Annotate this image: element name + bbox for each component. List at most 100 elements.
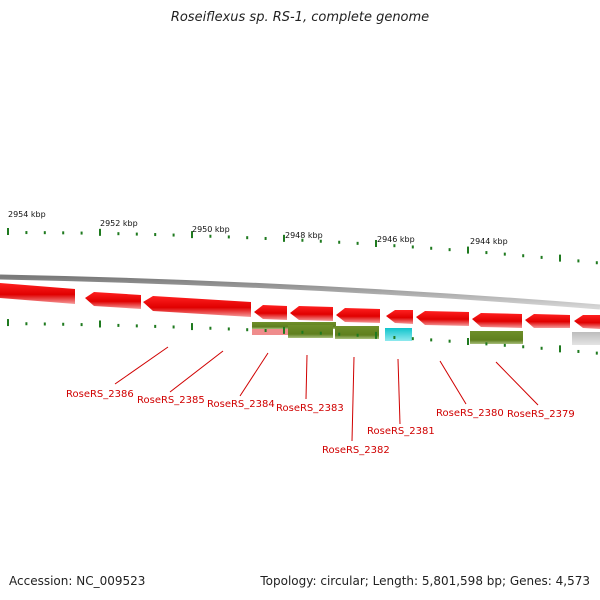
accession-text: Accession: NC_009523 [9, 574, 146, 588]
cds-feature[interactable] [472, 313, 522, 328]
cds-feature[interactable] [525, 314, 570, 328]
major-tick [467, 338, 469, 346]
kbp-label: 2952 kbp [100, 219, 138, 228]
major-tick [559, 345, 561, 353]
major-tick [191, 231, 193, 239]
minor-tick [485, 251, 488, 255]
minor-tick [485, 342, 488, 346]
gene-label[interactable]: RoseRS_2385 [137, 395, 205, 406]
leader-line [239, 352, 269, 397]
minor-tick [503, 343, 506, 347]
kbp-label: 2946 kbp [377, 235, 415, 244]
minor-tick [540, 346, 543, 350]
gene-label[interactable]: RoseRS_2379 [507, 409, 575, 420]
major-tick [191, 323, 193, 331]
olive-feature[interactable] [470, 331, 523, 344]
minor-tick [80, 323, 83, 327]
minor-tick [154, 233, 157, 237]
cds-track [0, 283, 600, 329]
map-title: Roseiflexus sp. RS-1, complete genome [170, 10, 430, 25]
minor-tick [393, 244, 396, 248]
minor-tick [338, 332, 341, 336]
minor-tick [577, 349, 580, 353]
cds-feature[interactable] [574, 315, 600, 329]
major-tick [467, 246, 469, 254]
kbp-label: 2944 kbp [470, 237, 508, 246]
minor-tick [62, 231, 65, 235]
cds-feature[interactable] [386, 310, 413, 324]
leader-line [169, 350, 224, 393]
leader-line [439, 360, 467, 405]
minor-tick [172, 325, 175, 329]
minor-tick [430, 246, 433, 250]
cds-feature[interactable] [85, 292, 141, 309]
minor-tick [448, 339, 451, 343]
minor-tick [117, 232, 120, 236]
minor-tick [135, 232, 138, 236]
inner-ticks [7, 319, 598, 355]
minor-tick [62, 322, 65, 326]
genome-backbone [0, 274, 600, 310]
gene-label[interactable]: RoseRS_2384 [207, 399, 275, 410]
cds-feature[interactable] [336, 308, 380, 323]
cds-feature[interactable] [254, 305, 287, 320]
minor-tick [319, 239, 322, 243]
minor-tick [80, 231, 83, 235]
minor-tick [301, 330, 304, 334]
minor-tick [209, 326, 212, 330]
minor-tick [43, 322, 46, 326]
kbp-label: 2954 kbp [8, 210, 46, 219]
minor-tick [522, 254, 525, 258]
minor-tick [540, 255, 543, 259]
pink-feature[interactable] [252, 328, 288, 335]
major-tick [375, 331, 377, 339]
leader-line [495, 361, 539, 406]
kbp-labels: 2954 kbp 2952 kbp 2950 kbp 2948 kbp 2946… [8, 210, 508, 246]
major-tick [283, 326, 285, 334]
genome-summary-text: Topology: circular; Length: 5,801,598 bp… [260, 574, 590, 588]
minor-tick [227, 235, 230, 239]
gene-label[interactable]: RoseRS_2382 [322, 445, 390, 456]
cds-feature[interactable] [0, 283, 75, 304]
minor-tick [356, 241, 359, 245]
minor-tick [117, 323, 120, 327]
minor-tick [264, 236, 267, 240]
minor-tick [595, 351, 598, 355]
major-tick [283, 234, 285, 242]
olive-feature[interactable] [335, 326, 379, 339]
minor-tick [209, 234, 212, 238]
minor-tick [503, 252, 506, 256]
leader-line [305, 354, 308, 400]
gene-label[interactable]: RoseRS_2383 [276, 403, 344, 414]
minor-tick [522, 345, 525, 349]
outer-ticks [7, 228, 598, 265]
minor-tick [172, 233, 175, 237]
gene-label[interactable]: RoseRS_2386 [66, 389, 134, 400]
minor-tick [393, 335, 396, 339]
minor-tick [301, 238, 304, 242]
minor-tick [246, 328, 249, 332]
cyan-feature[interactable] [385, 328, 412, 341]
cds-feature[interactable] [416, 311, 469, 326]
cds-feature[interactable] [290, 306, 333, 321]
gene-label[interactable]: RoseRS_2380 [436, 408, 504, 419]
grey-feature[interactable] [572, 332, 600, 345]
major-tick [7, 228, 9, 236]
olive-feature[interactable] [288, 325, 333, 338]
minor-tick [264, 329, 267, 333]
minor-tick [25, 231, 28, 235]
minor-tick [246, 236, 249, 240]
minor-tick [319, 331, 322, 335]
kbp-label: 2950 kbp [192, 225, 230, 234]
cds-feature[interactable] [143, 296, 251, 317]
label-leaders [114, 346, 539, 442]
gene-label[interactable]: RoseRS_2381 [367, 426, 435, 437]
major-tick [99, 228, 101, 236]
major-tick [559, 254, 561, 262]
minor-tick [338, 240, 341, 244]
major-tick [99, 320, 101, 328]
minor-tick [356, 333, 359, 337]
minor-tick [25, 322, 28, 326]
minor-tick [411, 245, 414, 249]
